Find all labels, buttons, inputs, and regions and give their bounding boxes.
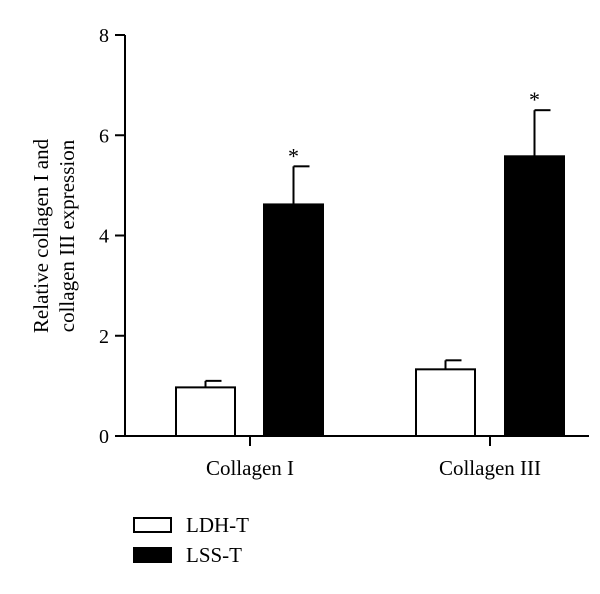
bar — [504, 155, 565, 438]
y-axis-label-line-2: collagen III expression — [55, 139, 79, 332]
y-axis-label-line-1: Relative collagen I and — [29, 138, 53, 333]
legend-swatch — [133, 517, 172, 533]
legend-label: LSS-T — [186, 543, 242, 567]
y-axis-label: Relative collagen I and collagen III exp… — [29, 138, 79, 333]
bar-group — [263, 165, 324, 437]
legend-item: LDH-T — [133, 513, 249, 537]
significance-marker: * — [529, 87, 540, 112]
y-tick-label: 2 — [99, 326, 109, 348]
legend-swatch — [133, 547, 172, 563]
bar-group — [504, 109, 565, 438]
y-tick-label: 0 — [99, 426, 109, 448]
legend-item: LSS-T — [133, 543, 242, 567]
y-tick-label: 4 — [99, 226, 109, 248]
y-tick-label: 8 — [99, 25, 109, 47]
bar — [415, 368, 476, 437]
bar — [263, 203, 324, 437]
bar-group — [175, 379, 236, 438]
legend: LDH-T LSS-T — [133, 513, 249, 567]
y-tick-label: 6 — [99, 125, 109, 147]
legend-label: LDH-T — [186, 513, 249, 537]
bar — [175, 386, 236, 438]
y-axis: 0 2 4 6 8 — [99, 25, 126, 448]
x-tick-label: Collagen III — [439, 456, 541, 480]
x-axis: Collagen I Collagen III — [125, 435, 589, 480]
bars: ** — [175, 87, 565, 438]
significance-marker: * — [288, 143, 299, 168]
bar-group — [415, 359, 476, 437]
x-tick-label: Collagen I — [206, 456, 294, 480]
